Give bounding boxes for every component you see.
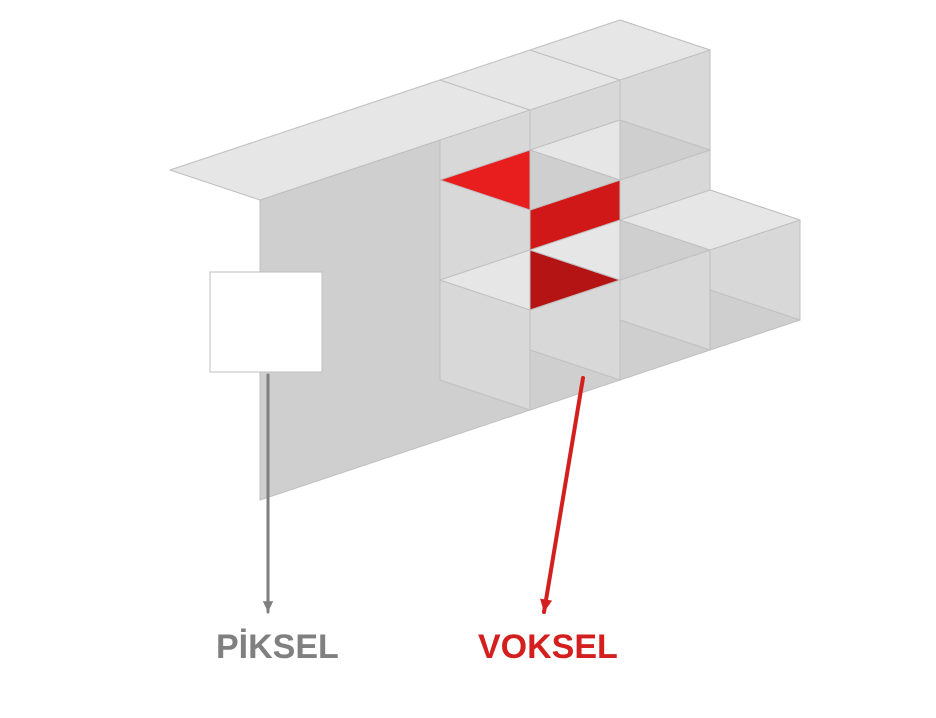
voxel-label: VOKSEL — [478, 628, 618, 667]
voxel-diagram-svg — [0, 0, 936, 718]
diagram-stage: PİKSEL VOKSEL — [0, 0, 936, 718]
pixel-label: PİKSEL — [216, 628, 339, 667]
